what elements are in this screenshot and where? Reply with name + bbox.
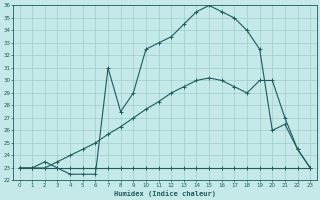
X-axis label: Humidex (Indice chaleur): Humidex (Indice chaleur) xyxy=(114,190,216,197)
